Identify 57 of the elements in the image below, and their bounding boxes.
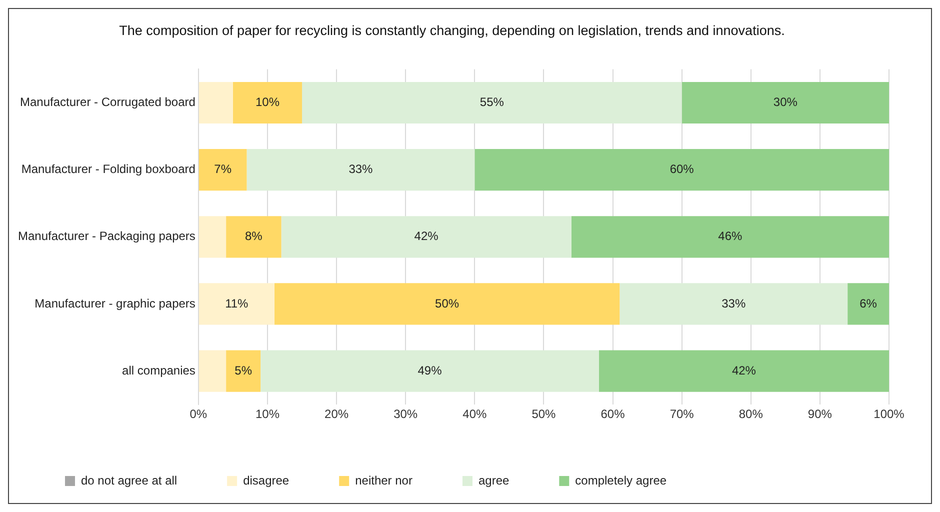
x-tick-label: 70% — [670, 407, 694, 422]
data-label: 42% — [414, 229, 439, 244]
bar — [198, 350, 226, 392]
data-label: 49% — [418, 363, 442, 378]
data-label: 33% — [722, 296, 746, 310]
bar — [246, 149, 475, 191]
data-label: 33% — [348, 162, 374, 176]
bar — [198, 216, 226, 258]
x-tick-label: 50% — [532, 407, 556, 422]
x-tick-label: 60% — [600, 407, 626, 422]
x-tick-label: 100% — [874, 407, 905, 422]
bar — [226, 350, 261, 392]
data-label: 6% — [860, 296, 878, 310]
y-tick-label: Manufacturer - Packaging papers — [18, 229, 196, 244]
bar — [198, 149, 247, 191]
data-label: 11% — [225, 296, 249, 310]
bar — [274, 283, 620, 325]
data-label: 7% — [214, 162, 232, 176]
bar — [571, 216, 889, 258]
legend-label: disagree — [243, 473, 290, 488]
data-label: 10% — [255, 95, 280, 110]
data-label: 42% — [732, 363, 756, 378]
x-tick-label: 20% — [324, 407, 349, 422]
bar — [232, 82, 302, 124]
y-tick-label: Manufacturer - Folding boxboard — [21, 162, 196, 176]
bar — [848, 283, 889, 325]
chart-title: The composition of paper for recycling is constantly changing, depending on legislation, trends and innovations. — [119, 22, 785, 38]
bar — [281, 216, 572, 258]
y-tick-label: Manufacturer - Corrugated board — [20, 95, 196, 110]
bar — [598, 350, 889, 392]
x-tick-label: 80% — [738, 407, 764, 422]
bar — [620, 283, 848, 325]
x-tick-label: 40% — [462, 407, 487, 422]
data-label: 8% — [245, 229, 263, 244]
x-tick-label: 90% — [808, 407, 832, 422]
y-tick-label: all companies — [122, 363, 196, 378]
bar — [474, 149, 889, 191]
y-tick-label: Manufacturer - graphic papers — [34, 296, 196, 310]
x-tick-label: 0% — [190, 407, 208, 422]
data-label: 46% — [718, 229, 742, 244]
data-label: 5% — [234, 363, 252, 378]
bar — [682, 82, 889, 124]
data-label: 60% — [670, 162, 694, 176]
legend-label: do not agree at all — [81, 473, 178, 488]
x-tick-label: 30% — [394, 407, 418, 422]
bar — [302, 82, 682, 124]
legend-label: completely agree — [575, 473, 667, 488]
legend-label: agree — [478, 473, 510, 488]
data-label: 55% — [480, 95, 504, 110]
bar — [198, 82, 233, 124]
bar — [198, 283, 274, 325]
bar — [226, 216, 282, 258]
legend-label: neither nor — [355, 473, 412, 488]
bar — [260, 350, 599, 392]
x-tick-label: 10% — [255, 407, 280, 422]
data-label: 50% — [435, 296, 460, 310]
data-label: 30% — [773, 95, 798, 110]
